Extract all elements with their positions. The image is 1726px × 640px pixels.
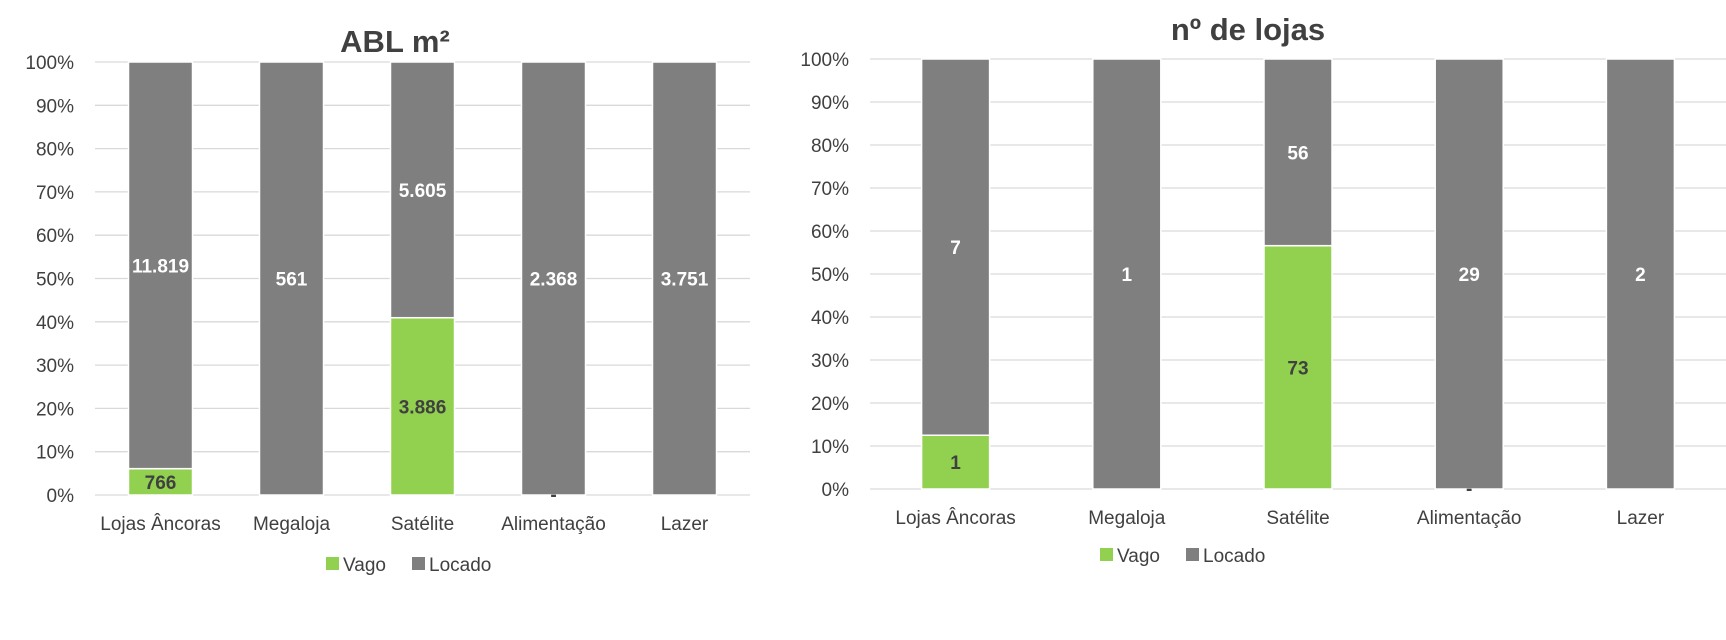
x-tick-label: Alimentação bbox=[1417, 508, 1522, 529]
data-label-locado: 7 bbox=[950, 238, 961, 259]
legend: Vago Locado bbox=[1100, 546, 1265, 567]
y-tick-label: 80% bbox=[811, 136, 849, 157]
bar-vago bbox=[920, 434, 991, 490]
bars: 766 11.819 561 3.886 5.605 - 2.368 3.751 bbox=[127, 61, 718, 506]
abl-chart: ABL m² 0% 10% 20% 30% 40% 50% 60% 70% 80% 90% 100% 7… bbox=[0, 0, 780, 640]
y-tick-label: 0% bbox=[47, 486, 75, 507]
data-label-locado: 3.751 bbox=[661, 270, 709, 291]
data-label-locado: 29 bbox=[1459, 265, 1480, 286]
y-tick-label: 40% bbox=[811, 308, 849, 329]
data-label-vago: 73 bbox=[1287, 358, 1308, 379]
y-tick-label: 100% bbox=[25, 53, 74, 74]
data-label-locado: 56 bbox=[1287, 143, 1308, 164]
x-tick-label: Megaloja bbox=[1088, 508, 1166, 529]
data-label-locado: 1 bbox=[1122, 265, 1133, 286]
legend-label-vago: Vago bbox=[1117, 546, 1160, 567]
x-tick-label: Lojas Âncoras bbox=[895, 507, 1015, 529]
x-tick-label: Alimentação bbox=[501, 514, 606, 535]
bar-locado bbox=[389, 61, 456, 319]
x-tick-label: Lazer bbox=[1617, 508, 1665, 529]
y-tick-label: 90% bbox=[811, 93, 849, 114]
bar-locado bbox=[127, 61, 194, 470]
bar-locado bbox=[258, 61, 325, 496]
bar-vago bbox=[127, 467, 194, 496]
data-label-vago: 766 bbox=[145, 473, 177, 494]
data-label-vago: - bbox=[550, 485, 556, 506]
legend-swatch-vago bbox=[326, 557, 339, 570]
data-label-vago: - bbox=[1466, 479, 1472, 500]
data-label-vago: 3.886 bbox=[399, 397, 447, 418]
legend-swatch-vago bbox=[1100, 548, 1113, 561]
bar-locado bbox=[1434, 58, 1504, 490]
y-tick-label: 90% bbox=[36, 96, 74, 117]
data-label-locado: 2 bbox=[1635, 265, 1646, 286]
legend-label-locado: Locado bbox=[1203, 546, 1265, 567]
y-tick-label: 10% bbox=[36, 443, 74, 464]
legend-swatch-locado bbox=[1186, 548, 1199, 561]
bar-vago bbox=[389, 316, 456, 496]
lojas-chart: nº de lojas 0% 10% 20% 30% 40% 50% 60% 70% 80% 90%… bbox=[792, 0, 1726, 640]
x-tick-label: Satélite bbox=[391, 514, 454, 535]
bar-locado bbox=[1263, 58, 1333, 247]
bar-locado bbox=[1605, 58, 1676, 490]
chart-title: ABL m² bbox=[340, 24, 450, 59]
y-tick-label: 50% bbox=[36, 270, 74, 291]
legend-label-locado: Locado bbox=[429, 555, 491, 576]
bar-locado bbox=[1092, 58, 1162, 490]
data-label-locado: 561 bbox=[276, 270, 308, 291]
y-tick-label: 70% bbox=[811, 179, 849, 200]
legend-swatch-locado bbox=[412, 557, 425, 570]
x-tick-label: Lazer bbox=[661, 514, 709, 535]
bar-locado bbox=[651, 61, 718, 496]
y-tick-label: 30% bbox=[811, 351, 849, 372]
y-tick-label: 0% bbox=[822, 480, 850, 501]
data-label-locado: 11.819 bbox=[132, 256, 189, 277]
y-tick-label: 40% bbox=[36, 313, 74, 334]
y-tick-label: 100% bbox=[800, 50, 849, 71]
y-tick-label: 60% bbox=[36, 226, 74, 247]
x-tick-label: Satélite bbox=[1266, 508, 1329, 529]
data-label-locado: 5.605 bbox=[399, 181, 447, 202]
y-tick-label: 20% bbox=[36, 399, 74, 420]
y-tick-label: 50% bbox=[811, 265, 849, 286]
y-tick-label: 80% bbox=[36, 140, 74, 161]
legend: Vago Locado bbox=[326, 555, 491, 576]
y-tick-label: 10% bbox=[811, 437, 849, 458]
bars: 1 7 1 73 56 - 29 2 bbox=[920, 58, 1676, 500]
data-label-locado: 2.368 bbox=[530, 270, 578, 291]
y-tick-label: 20% bbox=[811, 394, 849, 415]
x-tick-label: Lojas Âncoras bbox=[100, 513, 220, 535]
bar-locado bbox=[520, 61, 587, 496]
chart-svg: nº de lojas 0% 10% 20% 30% 40% 50% 60% 70% 80% 90%… bbox=[800, 12, 1726, 567]
chart-svg: ABL m² 0% 10% 20% 30% 40% 50% 60% 70% 80% 90% 100% 7… bbox=[25, 24, 750, 576]
y-tick-label: 70% bbox=[36, 183, 74, 204]
bar-vago bbox=[1263, 244, 1333, 490]
chart-title: nº de lojas bbox=[1171, 12, 1325, 47]
bar-locado bbox=[920, 58, 991, 436]
y-tick-label: 60% bbox=[811, 222, 849, 243]
data-label-vago: 1 bbox=[950, 453, 961, 474]
x-tick-label: Megaloja bbox=[253, 514, 331, 535]
legend-label-vago: Vago bbox=[343, 555, 386, 576]
y-tick-label: 30% bbox=[36, 356, 74, 377]
